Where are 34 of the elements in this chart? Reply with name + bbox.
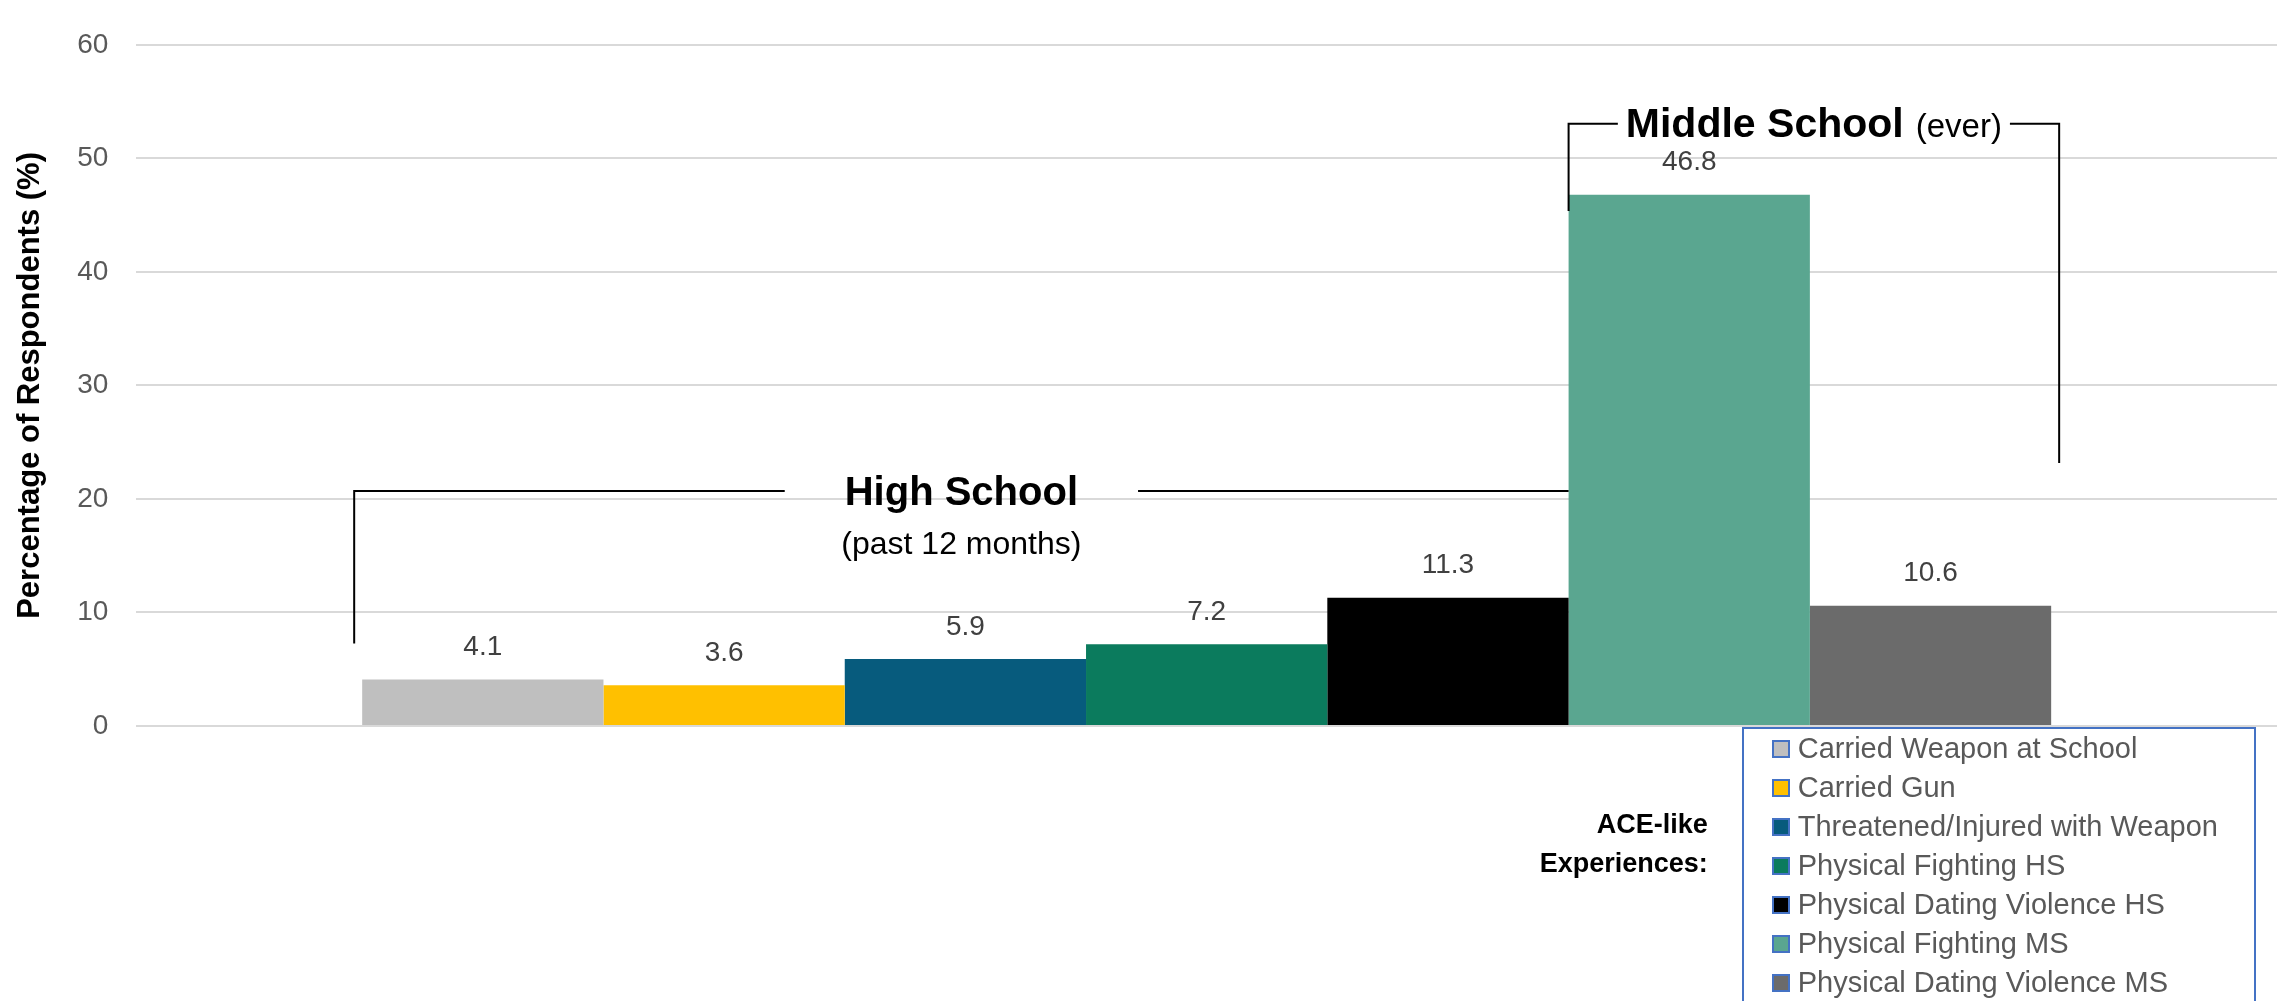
y-axis-title: Percentage of Respondents (%) [11,151,47,619]
data-label: 10.6 [1903,556,1958,588]
y-tick-label: 0 [92,708,109,740]
data-label: 7.2 [1187,594,1227,626]
y-tick-label: 30 [77,368,109,400]
bar [603,685,845,725]
annotation: High School [844,468,1079,514]
data-label: 46.8 [1661,145,1717,177]
y-tick-label: 10 [77,595,109,627]
data-label: 5.9 [945,609,985,641]
y-tick-label: 60 [77,27,109,59]
legend-label: Physical Dating Violence MS [1797,966,2168,999]
bar [1086,644,1328,725]
legend-label: Physical Fighting HS [1797,849,2066,882]
bar [1568,194,1810,725]
y-tick-label: 40 [77,254,109,286]
data-label: 11.3 [1421,548,1475,580]
bar [844,659,1087,725]
data-label: 4.1 [463,630,503,662]
y-tick-label: 20 [77,481,109,513]
y-tick-label: 50 [77,141,109,173]
data-label: 3.6 [704,635,744,667]
annotation: (past 12 months) [841,524,1082,561]
legend-label: Carried Gun [1797,771,1956,804]
bar [362,679,604,725]
bar [1327,597,1569,725]
legend-label: Threatened/Injured with Weapon [1797,810,2218,843]
legend-title: ACE-like Experiences: [1538,808,1708,880]
annotation: (ever) [1915,107,2002,146]
legend-label: Physical Dating Violence HS [1797,888,2165,921]
legend-label: Physical Fighting MS [1797,927,2069,960]
annotation: Middle School [1625,100,1904,148]
legend-label: Carried Weapon at School [1797,732,2138,765]
bar [1809,605,2052,725]
